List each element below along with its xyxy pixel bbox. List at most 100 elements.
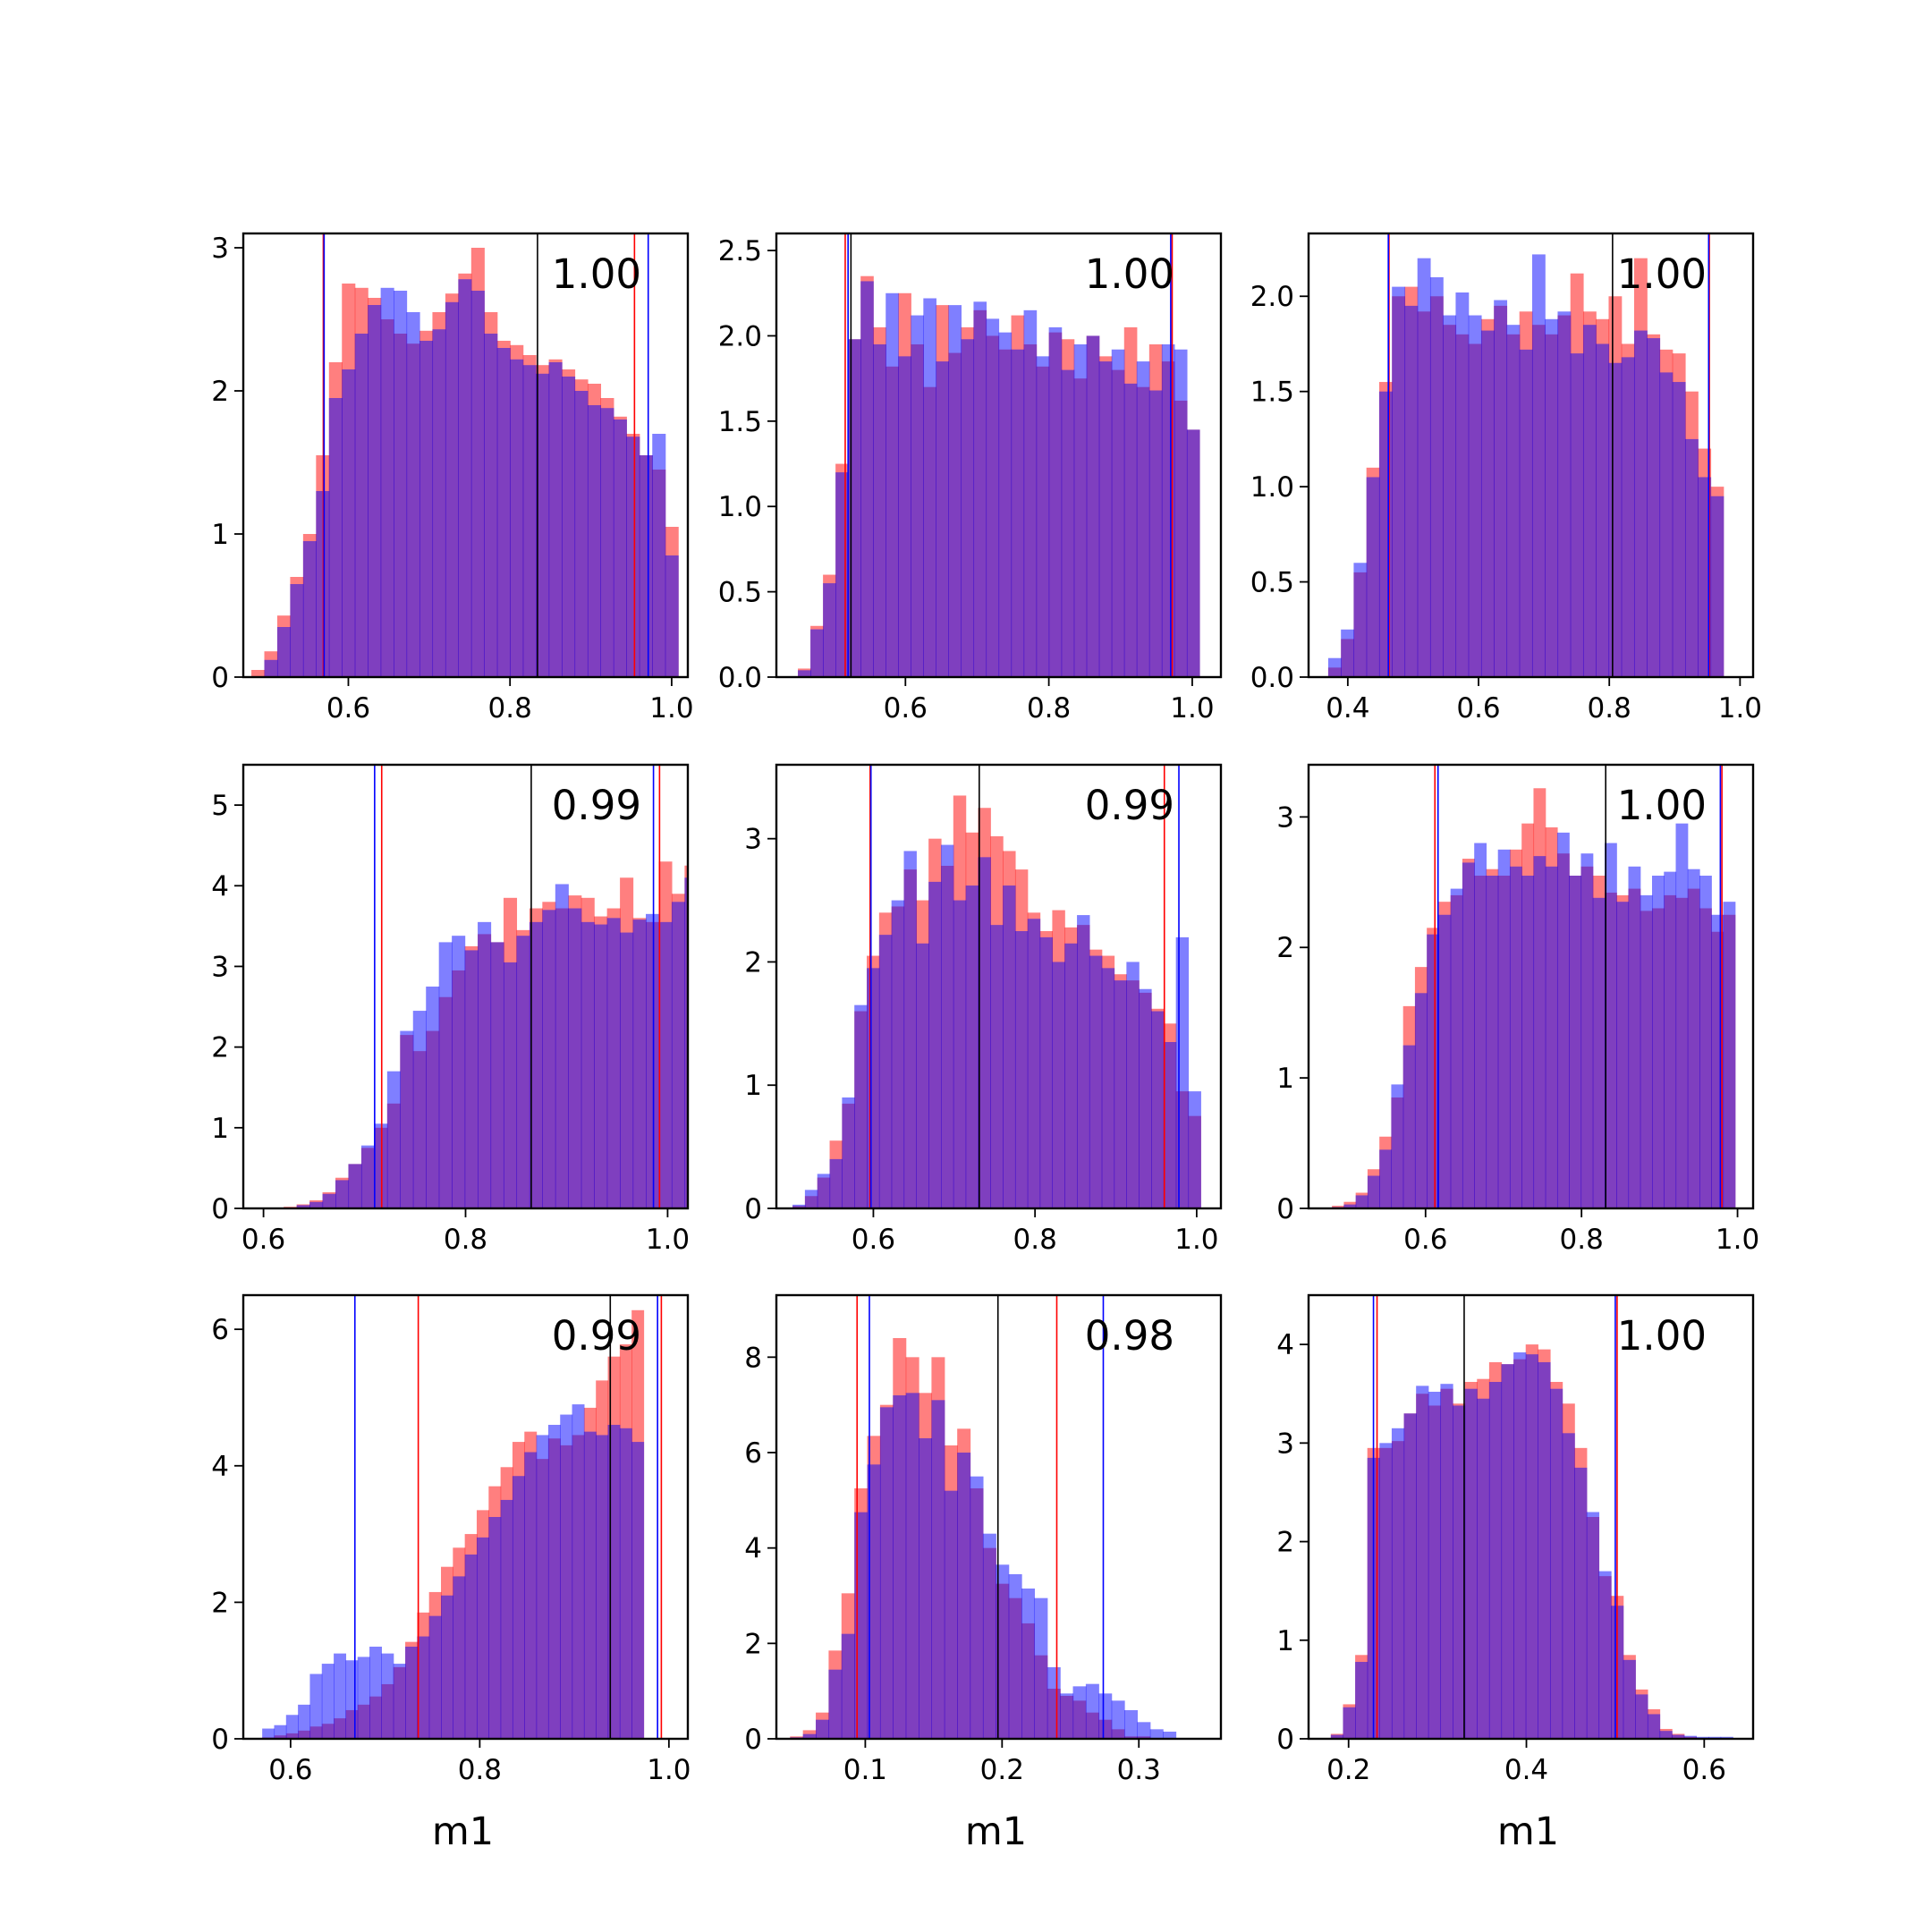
histogram-bar-blue <box>1675 823 1689 1208</box>
histogram-bar-blue <box>1077 915 1090 1208</box>
histogram-bar-blue <box>828 1669 843 1739</box>
histogram-bar-blue <box>1659 372 1674 677</box>
histogram-bar-blue <box>1699 876 1712 1208</box>
histogram-bar-blue <box>816 1719 830 1739</box>
histogram-bar-blue <box>658 921 673 1208</box>
histogram-bar-blue <box>555 884 569 1208</box>
histogram-bar-blue <box>264 659 278 677</box>
histogram-bar-blue <box>886 292 899 677</box>
y-tick-label: 0.5 <box>718 577 762 609</box>
histogram-bar-blue <box>867 1464 881 1739</box>
histogram-bar-blue <box>905 1393 919 1739</box>
histogram-bar-blue <box>1582 325 1597 677</box>
y-tick-label: 4 <box>1276 1329 1294 1361</box>
histogram-bar-blue <box>1379 1149 1393 1208</box>
axes-frame <box>1307 1293 1755 1741</box>
histogram-bar-blue <box>536 373 550 677</box>
histogram-bar-blue <box>1684 438 1699 677</box>
y-tick-label: 3 <box>1276 801 1294 834</box>
histogram-bar-blue <box>1438 914 1452 1208</box>
histogram-bar-blue <box>982 1533 996 1739</box>
histogram-bar-blue <box>1011 349 1025 677</box>
histogram-bar-blue <box>626 436 640 677</box>
histogram-bar-blue <box>453 1576 466 1739</box>
histogram-bar-blue <box>1003 886 1016 1208</box>
histogram-bar-blue <box>848 339 861 677</box>
x-tick-label: 0.8 <box>1560 1224 1604 1256</box>
y-tick-label: 0 <box>744 1193 762 1225</box>
histogram-bar-blue <box>1557 311 1572 677</box>
histogram-bar-blue <box>1343 1707 1356 1739</box>
histogram-bar-blue <box>432 329 446 677</box>
histogram-bar-blue <box>652 434 666 677</box>
histogram-bar-blue <box>400 1030 414 1208</box>
histogram-bar-blue <box>1089 955 1103 1208</box>
histogram-bar-blue <box>802 1733 817 1739</box>
histogram-bar-blue <box>1488 1381 1503 1739</box>
plot-area <box>1327 233 1724 677</box>
histogram-bar-blue <box>1519 349 1533 677</box>
y-tick-label: 2 <box>211 1032 229 1064</box>
y-tick-label: 6 <box>211 1314 229 1346</box>
histogram-bar-blue <box>369 1646 382 1739</box>
histogram-bar-blue <box>1647 338 1661 677</box>
histogram-bar-blue <box>665 555 679 677</box>
plot-area <box>790 1295 1177 1739</box>
histogram-bar-blue <box>342 369 356 677</box>
histogram-bar-blue <box>903 851 917 1208</box>
histogram-bar-blue <box>646 913 660 1208</box>
y-tick-label: 2 <box>211 376 229 408</box>
histogram-bar-blue <box>1036 356 1050 677</box>
histogram-bar-blue <box>360 1145 375 1208</box>
histogram-bar-blue <box>867 968 880 1208</box>
histogram-bar-blue <box>296 1205 310 1208</box>
plot-area <box>1332 765 1736 1208</box>
correlation-annotation: 0.99 <box>1085 782 1174 829</box>
histogram-bar-blue <box>1443 315 1457 677</box>
correlation-annotation: 1.00 <box>1085 250 1174 298</box>
histogram-bar-blue <box>1501 1364 1514 1739</box>
subplot-2: 0.6 0.8 1.0 0.0 0.5 1.0 1.5 2.0 2.5 1.00 <box>718 232 1223 724</box>
y-tick-label: 1.5 <box>718 406 762 438</box>
histogram-bar-blue <box>1635 1694 1648 1739</box>
histogram-bar-blue <box>878 935 893 1208</box>
histogram-bar-blue <box>1477 1398 1490 1739</box>
x-tick-label: 0.6 <box>852 1224 895 1256</box>
histogram-bar-blue <box>842 1097 855 1208</box>
histogram-bar-blue <box>334 1653 347 1739</box>
histogram-bar-blue <box>671 902 685 1208</box>
histogram-bar-blue <box>911 315 924 677</box>
histogram-bar-blue <box>1468 315 1482 677</box>
histogram-bar-blue <box>335 1180 350 1208</box>
x-tick-label: 0.4 <box>1504 1754 1548 1786</box>
histogram-bar-blue <box>1111 1700 1125 1739</box>
histogram-bar-blue <box>522 365 537 677</box>
histogram-bar-blue <box>488 1517 502 1739</box>
y-tick-label: 2 <box>1276 932 1294 964</box>
histogram-bar-blue <box>1416 1385 1429 1739</box>
histogram-bar-blue <box>1111 349 1125 677</box>
histogram-bar-blue <box>1061 369 1075 677</box>
histogram-bar-blue <box>1008 1574 1022 1739</box>
plot-area <box>284 765 688 1208</box>
histogram-bar-blue <box>1453 1405 1466 1739</box>
x-tick-label: 0.2 <box>1326 1754 1370 1786</box>
histogram-bar-blue <box>1506 325 1521 677</box>
histogram-bar-blue <box>1592 897 1606 1208</box>
histogram-bar-blue <box>1101 968 1115 1208</box>
histogram-bar-blue <box>490 942 504 1208</box>
histogram-bar-blue <box>1710 496 1724 677</box>
x-tick-label: 0.8 <box>458 1754 502 1786</box>
histogram-bar-blue <box>1163 1042 1177 1208</box>
histogram-bar-blue <box>1367 1175 1380 1208</box>
histogram-bar-blue <box>386 1071 401 1208</box>
histogram-bar-blue <box>1014 931 1029 1208</box>
histogram-bar-blue <box>1391 1428 1405 1739</box>
histogram-bar-blue <box>417 1636 430 1739</box>
axes-frame <box>1307 763 1755 1210</box>
histogram-bar-blue <box>860 281 874 677</box>
histogram-bar-blue <box>1596 343 1610 677</box>
histogram-bar-blue <box>464 950 479 1208</box>
x-tick-label: 0.6 <box>326 692 370 724</box>
